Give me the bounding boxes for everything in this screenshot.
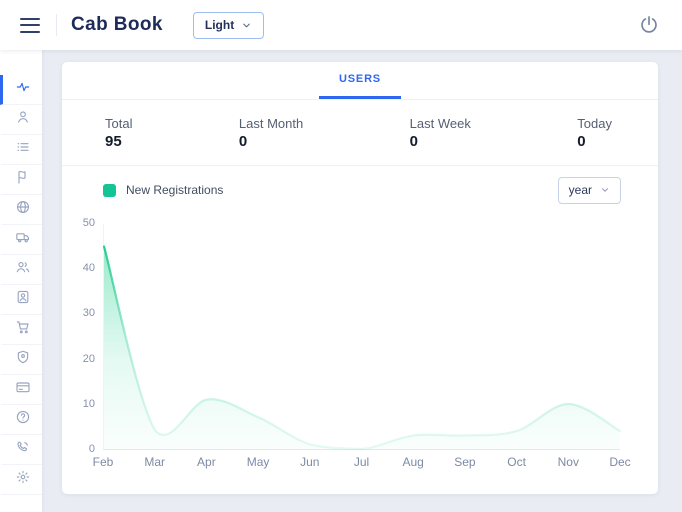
- x-axis-tick: Aug: [402, 455, 424, 469]
- help-icon: [15, 409, 31, 430]
- sidebar-item-help[interactable]: [0, 405, 42, 435]
- flag-icon: [15, 169, 31, 190]
- x-axis-tick: Sep: [454, 455, 476, 469]
- range-select[interactable]: year: [557, 176, 621, 204]
- x-axis-tick: Jul: [353, 455, 370, 469]
- sidebar-item-support[interactable]: [0, 435, 42, 465]
- list-icon: [15, 139, 31, 160]
- stat-value: 0: [409, 132, 419, 150]
- y-axis-tick: 40: [82, 262, 95, 275]
- y-axis-tick: 50: [82, 217, 95, 229]
- sidebar-item-rides-list[interactable]: [0, 135, 42, 165]
- stat-value: 95: [105, 132, 122, 150]
- sidebar: [0, 50, 42, 512]
- range-select-value: year: [568, 183, 592, 197]
- theme-select-value: Light: [204, 18, 235, 32]
- shield-icon: [15, 349, 31, 370]
- stat-label: Today: [577, 115, 612, 131]
- power-icon: [641, 16, 657, 33]
- stat-label: Last Week: [409, 115, 471, 131]
- users-panel: USERS Total 95 Last Month 0 Last Week 0 Tod…: [62, 62, 658, 494]
- stat-last-month: Last Month 0: [239, 116, 303, 150]
- legend-label: New Registrations: [126, 183, 224, 197]
- user-icon: [15, 109, 31, 130]
- x-axis-tick: Feb: [92, 455, 114, 469]
- stat-value: 0: [238, 132, 248, 150]
- phone-icon: [15, 439, 31, 460]
- x-axis-tick: Apr: [197, 455, 216, 469]
- stat-label: Last Month: [238, 115, 304, 131]
- x-axis-tick: Dec: [609, 455, 631, 469]
- tab-bar: USERS: [62, 62, 658, 100]
- stats-row: Total 95 Last Month 0 Last Week 0 Today 0: [62, 100, 658, 166]
- users-icon: [15, 259, 31, 280]
- sidebar-item-regions[interactable]: [0, 195, 42, 225]
- area-chart: [102, 245, 622, 451]
- logout-button[interactable]: [636, 12, 662, 38]
- sidebar-item-vehicles[interactable]: [0, 225, 42, 255]
- sidebar-item-reports[interactable]: [0, 165, 42, 195]
- cart-icon: [15, 319, 31, 340]
- globe-icon: [15, 199, 31, 220]
- sidebar-item-dashboard[interactable]: [0, 75, 42, 105]
- gear-icon: [15, 469, 31, 490]
- y-axis-tick: 10: [82, 397, 95, 410]
- sidebar-item-payments[interactable]: [0, 375, 42, 405]
- theme-select[interactable]: Light: [192, 11, 265, 39]
- y-axis-tick: 0: [88, 443, 95, 455]
- y-axis-tick: 20: [82, 352, 95, 365]
- stat-today: Today 0: [577, 116, 612, 150]
- app-title: Cab Book: [71, 14, 163, 35]
- sidebar-item-orders[interactable]: [0, 315, 42, 345]
- user-badge-icon: [15, 289, 31, 310]
- chevron-down-icon: [602, 188, 608, 192]
- registrations-chart: Feb Mar Apr May Jun Jul Aug Sep Oct Nov Dec 0 10 20 3…: [62, 214, 658, 469]
- tab-users[interactable]: USERS: [319, 62, 401, 99]
- x-axis-tick: May: [246, 455, 270, 469]
- x-axis-tick: Mar: [144, 455, 166, 469]
- menu-toggle-icon[interactable]: [20, 17, 40, 33]
- stat-total: Total 95: [105, 116, 132, 150]
- chart-header: New Registrations year: [62, 166, 658, 214]
- chevron-down-icon: [243, 23, 251, 27]
- x-axis-tick: Oct: [507, 455, 526, 469]
- legend-swatch-icon: [103, 183, 116, 197]
- sidebar-item-settings[interactable]: [0, 465, 42, 495]
- y-axis-tick: 30: [82, 307, 95, 320]
- sidebar-item-drivers[interactable]: [0, 255, 42, 285]
- credit-card-icon: [15, 379, 31, 400]
- stat-label: Total: [105, 115, 133, 131]
- activity-icon: [15, 79, 31, 100]
- x-axis-tick: Nov: [557, 455, 579, 469]
- header-divider: [56, 14, 57, 36]
- sidebar-item-users[interactable]: [0, 105, 42, 135]
- x-axis-tick: Jun: [300, 455, 320, 469]
- chart-legend[interactable]: New Registrations: [103, 183, 223, 197]
- sidebar-item-profile[interactable]: [0, 285, 42, 315]
- stat-value: 0: [577, 132, 586, 150]
- sidebar-item-security[interactable]: [0, 345, 42, 375]
- stat-last-week: Last Week 0: [410, 116, 471, 150]
- truck-icon: [15, 229, 31, 250]
- app-header: Cab Book Light: [0, 0, 682, 50]
- chart-plot-area: [102, 224, 622, 451]
